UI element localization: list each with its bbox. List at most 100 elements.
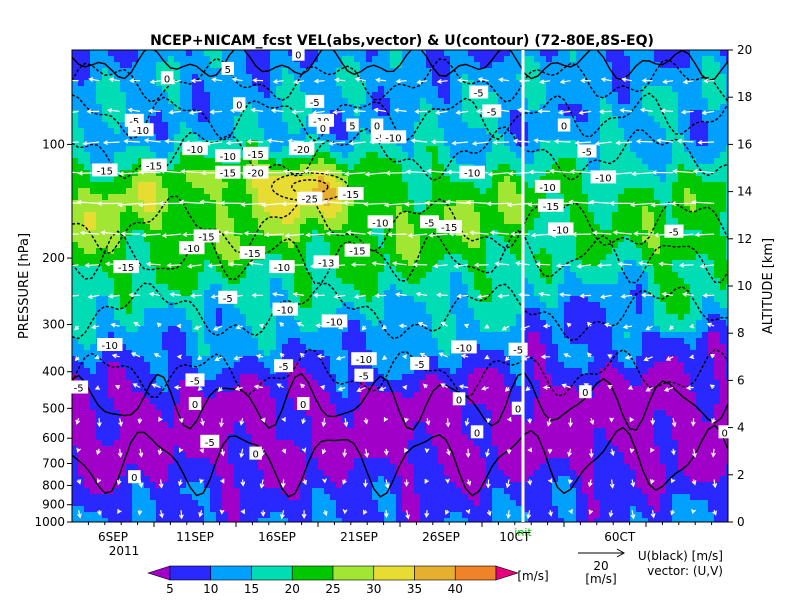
wind-vector-head (527, 480, 533, 486)
wind-vector-head (435, 292, 442, 298)
wind-vector-head (404, 417, 409, 423)
wind-vector-head (104, 261, 111, 267)
wind-vector-head (486, 418, 491, 424)
colorbar-high-cap (495, 565, 519, 581)
wind-vector-head (300, 383, 305, 389)
wind-vector-head (508, 171, 514, 176)
wind-vector (345, 172, 366, 175)
time-tick-label: 6SEP (98, 530, 128, 544)
contour-label-box (538, 198, 564, 212)
wind-vector-head (645, 325, 651, 331)
wind-vector-head (528, 169, 534, 175)
wind-vector (637, 140, 653, 143)
wind-vector-head (116, 480, 122, 486)
wind-vector-head (514, 261, 521, 266)
wind-vector-head (436, 79, 442, 84)
wind-vector-head (635, 138, 641, 144)
wind-vector-head (271, 291, 278, 297)
contour-label-box (482, 104, 502, 118)
u-contour-line (72, 348, 728, 399)
wind-vector-head (343, 421, 349, 428)
colorbar-tick-label: 5 (166, 582, 174, 596)
wind-vector-head (456, 293, 462, 299)
contour-label: -15 (343, 190, 359, 201)
wind-vector-head (199, 199, 205, 205)
wind-vector (536, 263, 551, 266)
wind-vector-head (391, 261, 398, 266)
wind-vector-head (157, 449, 163, 456)
wind-vector (509, 172, 530, 175)
wind-vector-head (281, 201, 287, 207)
altitude-tick-label: 4 (737, 421, 745, 435)
wind-vector (72, 202, 79, 204)
wind-vector-head (333, 294, 339, 299)
wind-vector (673, 170, 694, 174)
wind-vector-head (415, 291, 421, 297)
wind-vector (323, 201, 346, 204)
wind-vector-head (260, 511, 266, 517)
wind-vector-head (440, 322, 446, 327)
wind-vector-head (672, 168, 678, 174)
wind-vector-head (576, 263, 582, 269)
contour-labels: 0500-5-10050-5-10-5-50-5-10-10-15-15-15-… (69, 47, 731, 484)
wind-vector-head (530, 232, 536, 238)
wind-vector (119, 448, 122, 457)
altitude-tick-label: 2 (737, 468, 745, 482)
u-contour-line (72, 57, 728, 103)
wind-vector-head (246, 139, 252, 145)
wind-vector (467, 201, 489, 204)
wind-vector (285, 233, 305, 237)
wind-vector-head (697, 139, 703, 145)
wind-vector (417, 80, 428, 84)
colorbar-tick-label: 30 (366, 582, 381, 596)
contour-label: -15 (349, 247, 365, 258)
wind-vector-head (219, 200, 225, 206)
wind-vector-head (629, 448, 635, 454)
contour-label-box (557, 118, 571, 132)
pressure-tick-label: 700 (42, 457, 65, 471)
wind-vector (210, 110, 223, 113)
wind-vector-head (243, 230, 249, 236)
wind-vector-head (506, 202, 513, 208)
wind-vector-head (460, 353, 466, 359)
wind-vector (80, 232, 100, 235)
wind-vector-head (476, 294, 483, 300)
contour-label: 0 (456, 395, 462, 406)
wind-vector-head (401, 354, 408, 360)
wind-vector-head (665, 356, 671, 361)
wind-vector-head (656, 138, 662, 144)
contour-label: -5 (359, 372, 369, 383)
wind-vector-head (323, 170, 329, 175)
wind-vector (304, 170, 325, 174)
wind-vector-head (650, 420, 656, 426)
u-contour-line (72, 50, 728, 82)
contour-label: 0 (300, 400, 306, 411)
colorbar-tick-label: 25 (325, 582, 340, 596)
contour-label: -13 (318, 258, 334, 269)
wind-vector-head (350, 262, 356, 268)
contour-label-box (200, 434, 220, 448)
wind-vector (85, 264, 100, 266)
wind-vector (693, 170, 715, 174)
wind-vector (89, 78, 100, 82)
wind-vector-head (446, 169, 452, 175)
wind-vector-head (57, 200, 61, 204)
contour-label: -10 (385, 133, 401, 144)
wind-vector (490, 231, 510, 235)
wind-vector (386, 172, 407, 174)
wind-vector-head (498, 77, 504, 83)
wind-vector (306, 233, 325, 236)
contour-label-box (69, 380, 89, 394)
wind-vector-head (430, 139, 436, 145)
wind-vector-head (266, 138, 273, 144)
altitude-tick-label: 16 (737, 137, 752, 151)
wind-vector (693, 448, 696, 457)
wind-vector (347, 231, 366, 235)
wind-vector (260, 479, 264, 488)
wind-vector (437, 294, 448, 296)
wind-vector-head (325, 231, 331, 236)
wind-vector-head (161, 233, 167, 238)
contour-label: -10 (102, 341, 118, 352)
contour-label-box (179, 241, 205, 255)
wind-vector (288, 140, 305, 143)
